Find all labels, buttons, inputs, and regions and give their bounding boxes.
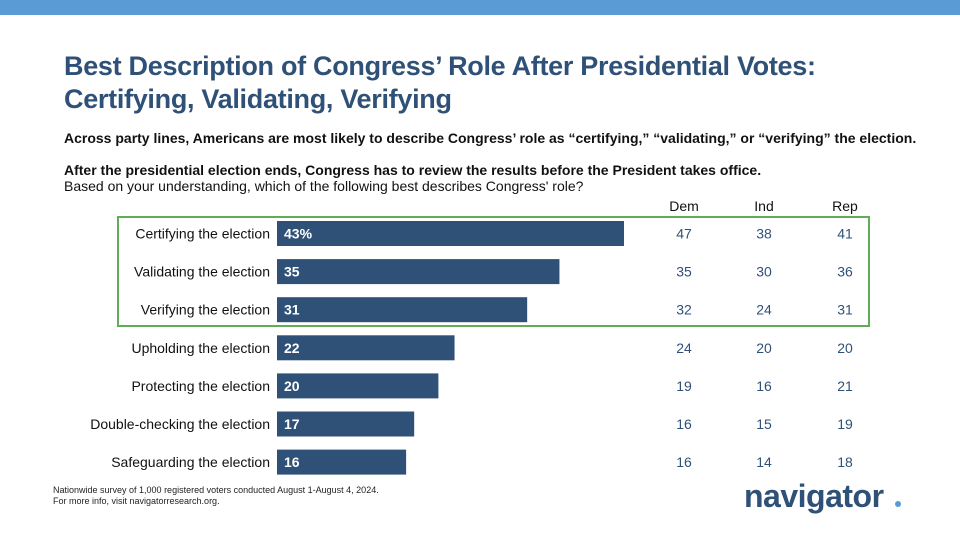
category-label: Double-checking the election — [90, 416, 270, 432]
party-value-ind: 16 — [756, 378, 772, 394]
party-value-rep: 19 — [837, 416, 853, 432]
party-value-dem: 35 — [676, 264, 692, 280]
party-value-rep: 41 — [837, 226, 853, 242]
category-label: Certifying the election — [135, 226, 270, 242]
category-label: Verifying the election — [141, 302, 270, 318]
top-three-highlight-box — [117, 216, 870, 327]
bar — [277, 297, 528, 323]
bar — [277, 411, 415, 437]
party-value-dem: 47 — [676, 226, 692, 242]
party-value-rep: 18 — [837, 454, 853, 470]
category-label: Validating the election — [134, 264, 270, 280]
column-header-rep: Rep — [832, 198, 858, 214]
survey-question-detail: Based on your understanding, which of th… — [64, 178, 584, 194]
bar — [277, 449, 407, 475]
column-header-dem: Dem — [669, 198, 699, 214]
bar — [277, 335, 455, 361]
party-value-dem: 24 — [676, 340, 692, 356]
navigator-logo: navigator — [744, 478, 884, 514]
bar-value-label: 43% — [284, 226, 313, 242]
bar-value-label: 35 — [284, 264, 300, 280]
top-accent-bar — [0, 0, 960, 15]
party-value-ind: 15 — [756, 416, 772, 432]
category-label: Safeguarding the election — [111, 454, 270, 470]
footnote-more-info: For more info, visit navigatorresearch.o… — [53, 496, 220, 506]
bar — [277, 373, 439, 399]
party-value-ind: 30 — [756, 264, 772, 280]
bar-value-label: 16 — [284, 454, 300, 470]
party-value-ind: 20 — [756, 340, 772, 356]
bar — [277, 221, 625, 246]
bar-value-label: 17 — [284, 416, 300, 432]
bar-value-label: 22 — [284, 340, 300, 356]
logo-dot-icon — [895, 501, 901, 507]
party-value-dem: 16 — [676, 454, 692, 470]
bar-value-label: 20 — [284, 378, 300, 394]
party-value-dem: 32 — [676, 302, 692, 318]
footnote: Nationwide survey of 1,000 registered vo… — [53, 485, 379, 507]
party-value-ind: 24 — [756, 302, 772, 318]
category-label: Upholding the election — [131, 340, 270, 356]
party-value-ind: 38 — [756, 226, 772, 242]
category-label: Protecting the election — [131, 378, 270, 394]
survey-question: After the presidential election ends, Co… — [64, 162, 762, 178]
party-value-ind: 14 — [756, 454, 772, 470]
party-value-rep: 20 — [837, 340, 853, 356]
column-header-ind: Ind — [754, 198, 774, 214]
page-title: Best Description of Congress’ Role After… — [64, 51, 816, 114]
footnote-methodology: Nationwide survey of 1,000 registered vo… — [53, 485, 379, 495]
party-value-dem: 16 — [676, 416, 692, 432]
page-subtitle: Across party lines, Americans are most l… — [64, 130, 917, 146]
party-value-rep: 31 — [837, 302, 853, 318]
party-value-rep: 36 — [837, 264, 853, 280]
party-value-rep: 21 — [837, 378, 853, 394]
bar — [277, 259, 560, 285]
party-value-dem: 19 — [676, 378, 692, 394]
bar-value-label: 31 — [284, 302, 300, 318]
